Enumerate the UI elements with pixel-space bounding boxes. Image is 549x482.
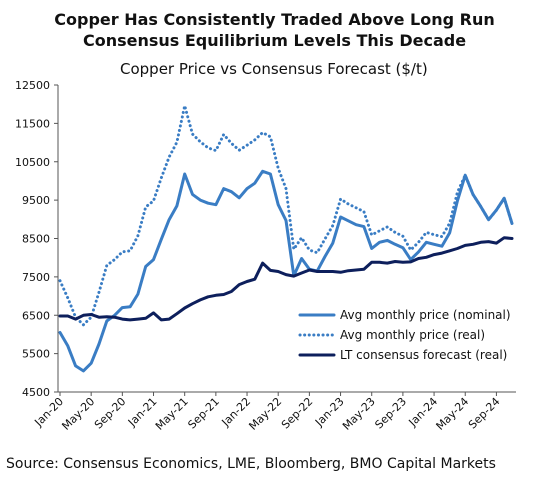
chart-subtitle: Copper Price vs Consensus Forecast ($/t) <box>120 60 428 78</box>
series-line-1 <box>58 104 514 327</box>
x-tick-label: May-22 <box>246 395 284 433</box>
x-tick-label: Sep-23 <box>372 395 409 432</box>
x-tick-label: Sep-21 <box>185 395 222 432</box>
chart-title-line-1: Copper Has Consistently Traded Above Lon… <box>54 10 495 29</box>
x-axis-ticks: Jan-20May-20Sep-20Jan-21May-21Sep-21Jan-… <box>32 392 503 433</box>
y-axis-ticks: 4500 5500 6500 7500 8500 9500 10500 11500 12500 <box>15 79 58 399</box>
y-tick-label: 5500 <box>22 348 50 361</box>
y-tick-label: 11500 <box>15 117 50 130</box>
x-tick-label: May-23 <box>340 395 378 433</box>
x-tick-label: May-21 <box>153 395 191 433</box>
y-tick-label: 12500 <box>15 79 50 92</box>
legend-label-0: Avg monthly price (nominal) <box>340 308 511 322</box>
legend-label-1: Avg monthly price (real) <box>340 328 485 342</box>
chart-legend: Avg monthly price (nominal) Avg monthly p… <box>298 308 511 362</box>
y-tick-label: 10500 <box>15 156 50 169</box>
y-tick-label: 8500 <box>22 233 50 246</box>
y-tick-label: 7500 <box>22 271 50 284</box>
y-tick-label: 6500 <box>22 309 50 322</box>
x-tick-label: Sep-24 <box>466 395 503 432</box>
y-tick-label: 9500 <box>22 194 50 207</box>
chart-title-line-2: Consensus Equilibrium Levels This Decade <box>82 31 467 50</box>
x-tick-label: Sep-20 <box>92 395 129 432</box>
x-tick-label: Sep-22 <box>279 395 316 432</box>
series-line-0 <box>58 169 514 373</box>
y-tick-label: 4500 <box>22 386 50 399</box>
source-note: Source: Consensus Economics, LME, Bloomb… <box>6 456 496 472</box>
x-tick-label: May-24 <box>434 395 472 433</box>
series-line-2 <box>58 236 514 322</box>
legend-label-2: LT consensus forecast (real) <box>340 348 507 362</box>
x-tick-label: May-20 <box>59 395 97 433</box>
chart-series <box>58 104 514 373</box>
